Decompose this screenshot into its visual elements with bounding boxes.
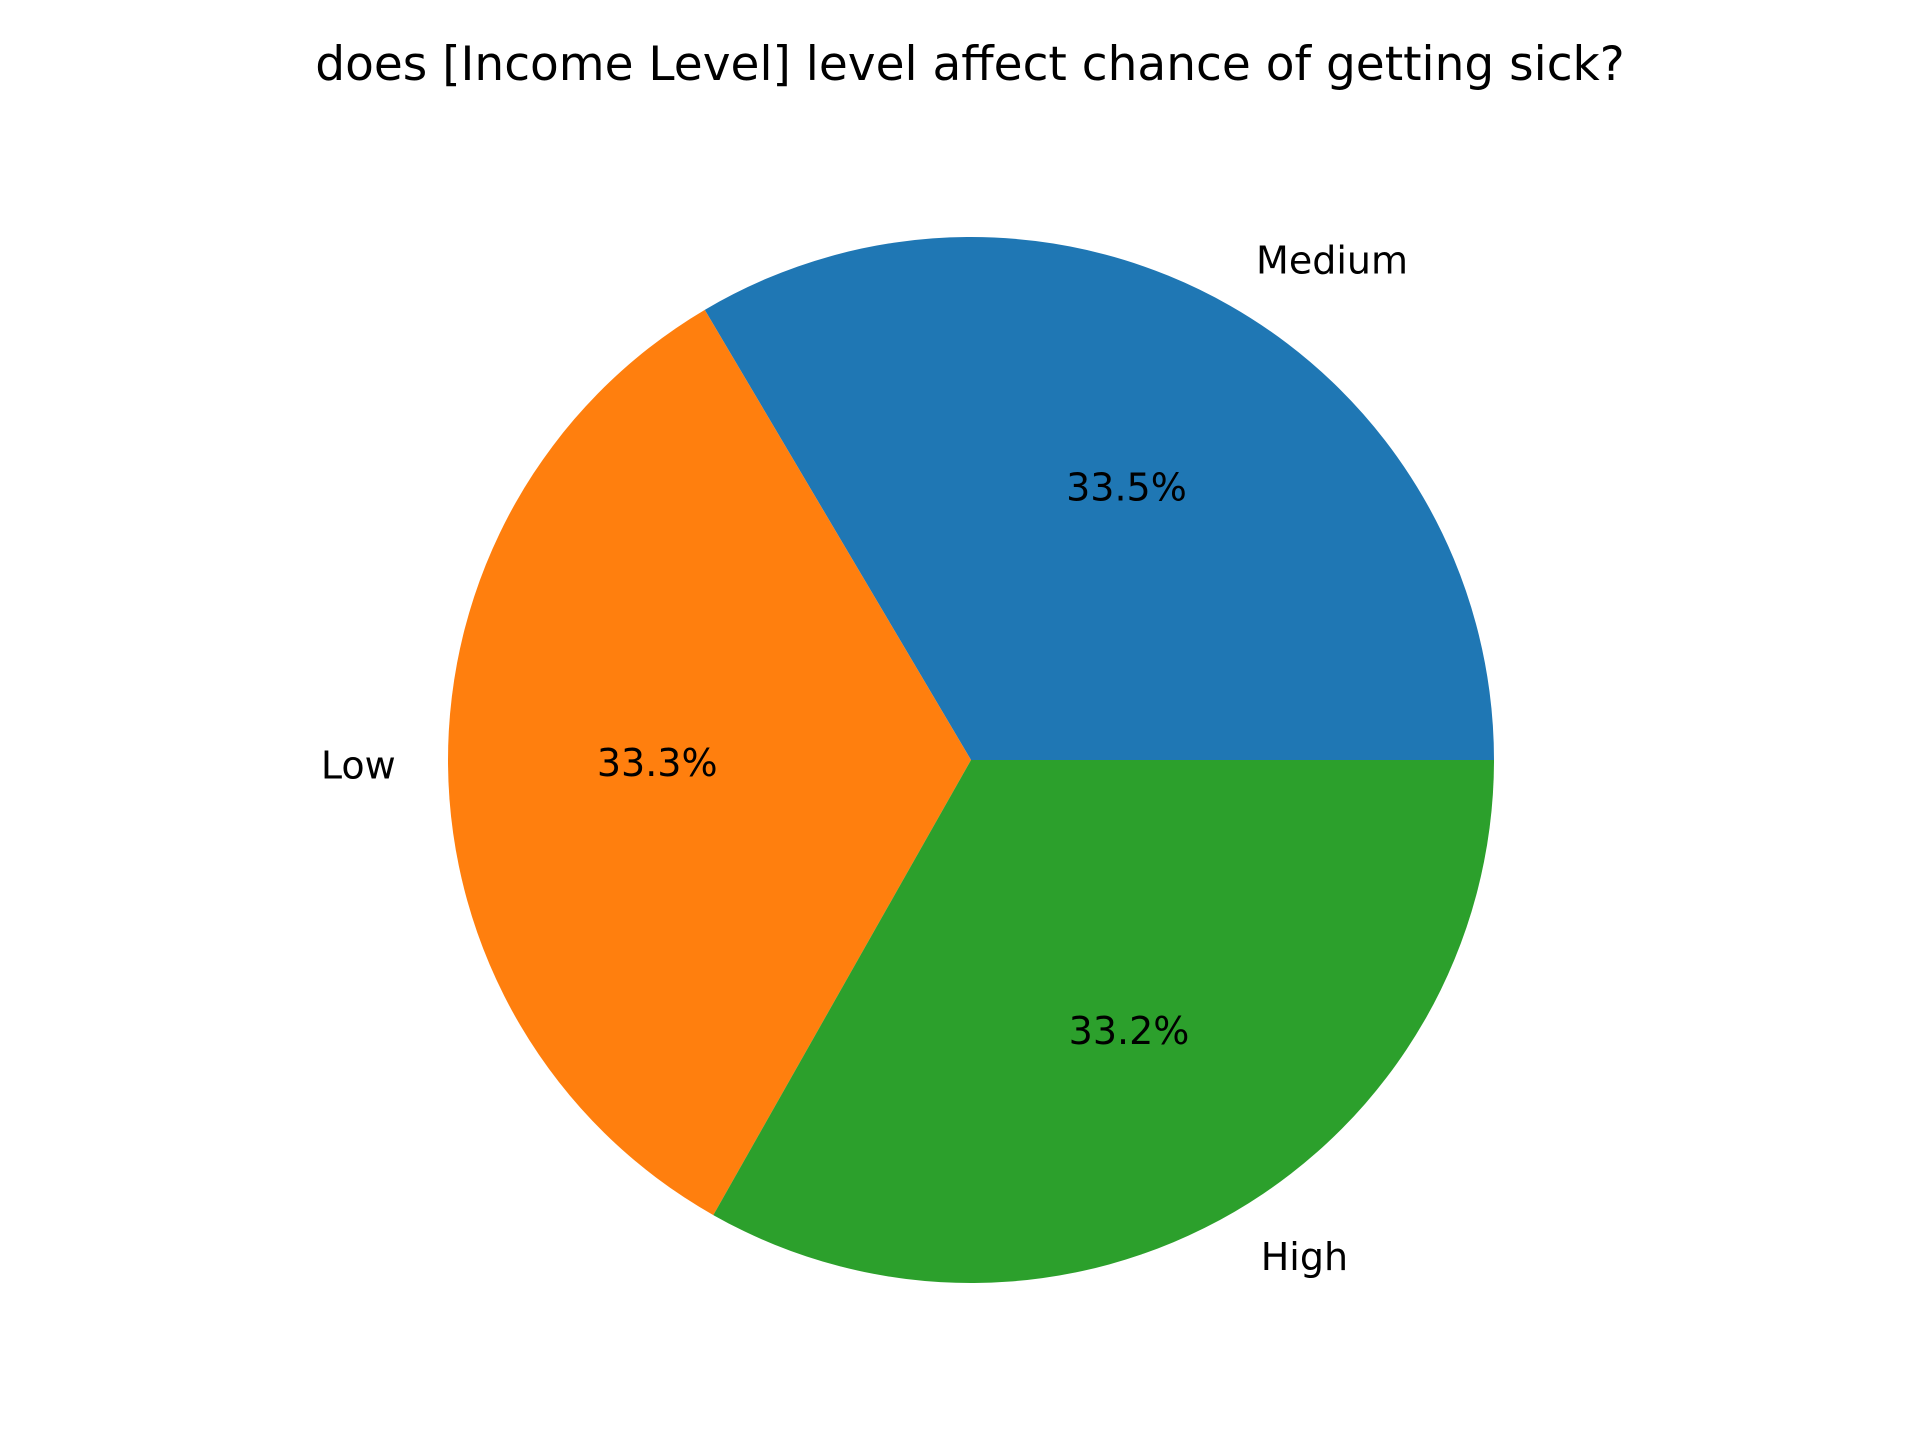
pie-slice-low bbox=[448, 309, 972, 1216]
chart-title: does [Income Level] level affect chance … bbox=[315, 37, 1624, 92]
slice-label-high: High bbox=[1261, 1235, 1348, 1279]
pie-slice-medium bbox=[704, 237, 1494, 761]
pie-labels: Medium 33.5% Low 33.3% High 33.2% bbox=[321, 238, 1408, 1279]
pie-slices bbox=[448, 237, 1494, 1283]
slice-percent-low: 33.3% bbox=[597, 741, 718, 785]
slice-percent-medium: 33.5% bbox=[1066, 465, 1187, 509]
slice-percent-high: 33.2% bbox=[1069, 1009, 1190, 1053]
slice-label-low: Low bbox=[321, 743, 396, 787]
pie-slice-high bbox=[713, 760, 1494, 1283]
slice-label-medium: Medium bbox=[1256, 238, 1408, 282]
